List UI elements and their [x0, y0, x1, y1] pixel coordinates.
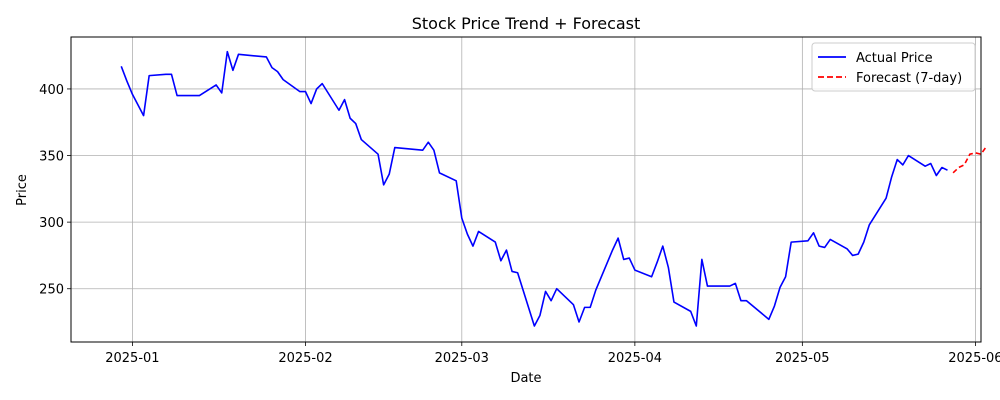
actual-price-line	[120, 50, 948, 327]
x-tick-label: 2025-06	[948, 351, 1000, 366]
legend: Actual Price Forecast (7-day)	[811, 42, 976, 92]
legend-label-actual: Actual Price	[856, 51, 933, 66]
chart-title: Stock Price Trend + Forecast	[412, 14, 641, 33]
series-layer	[120, 50, 988, 327]
x-tick-label: 2025-02	[278, 351, 332, 366]
x-axis-title: Date	[510, 371, 541, 386]
x-tick-label: 2025-04	[608, 351, 662, 366]
y-axis-title: Price	[15, 174, 30, 206]
legend-box	[811, 42, 976, 92]
x-tick-label: 2025-05	[775, 351, 829, 366]
forecast-line	[952, 145, 988, 174]
y-tick-label: 250	[39, 283, 64, 298]
x-axis: 2025-01 2025-02 2025-03 2025-04 2025-05 2025-…	[105, 342, 1000, 366]
plot-frame	[70, 36, 982, 343]
x-tick-label: 2025-03	[435, 351, 489, 366]
y-tick-label: 350	[39, 150, 64, 165]
legend-label-forecast: Forecast (7-day)	[856, 71, 962, 86]
y-tick-label: 300	[39, 216, 64, 231]
x-tick-label: 2025-01	[105, 351, 159, 366]
y-axis: 250 300 350 400	[39, 83, 71, 298]
y-tick-label: 400	[39, 83, 64, 98]
